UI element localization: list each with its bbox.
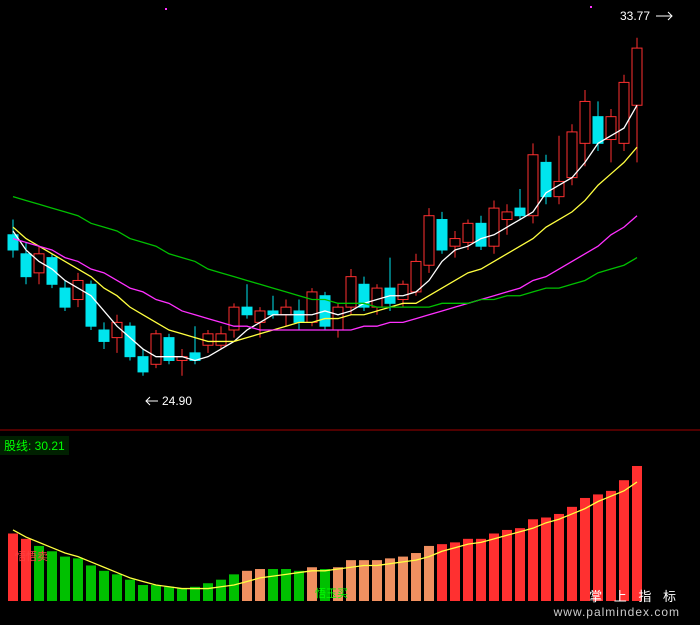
svg-text:悟玉买: 悟玉买 [315, 586, 348, 600]
chart-svg[interactable]: 33.77 24.90 悟悟卖悟玉买 [0, 0, 700, 625]
svg-text:33.77: 33.77 [620, 9, 650, 23]
svg-text:悟悟卖: 悟悟卖 [15, 549, 48, 563]
chart-root: 33.77 24.90 悟悟卖悟玉买 股线: 30.21 掌 上 指 标 www.p… [0, 0, 700, 625]
svg-text:24.90: 24.90 [162, 394, 192, 408]
watermark-title: 掌 上 指 标 [554, 586, 680, 605]
watermark-url: www.palmindex.com [554, 605, 680, 619]
watermark: 掌 上 指 标 www.palmindex.com [554, 586, 680, 619]
indicator-label: 股线: 30.21 [0, 436, 69, 455]
